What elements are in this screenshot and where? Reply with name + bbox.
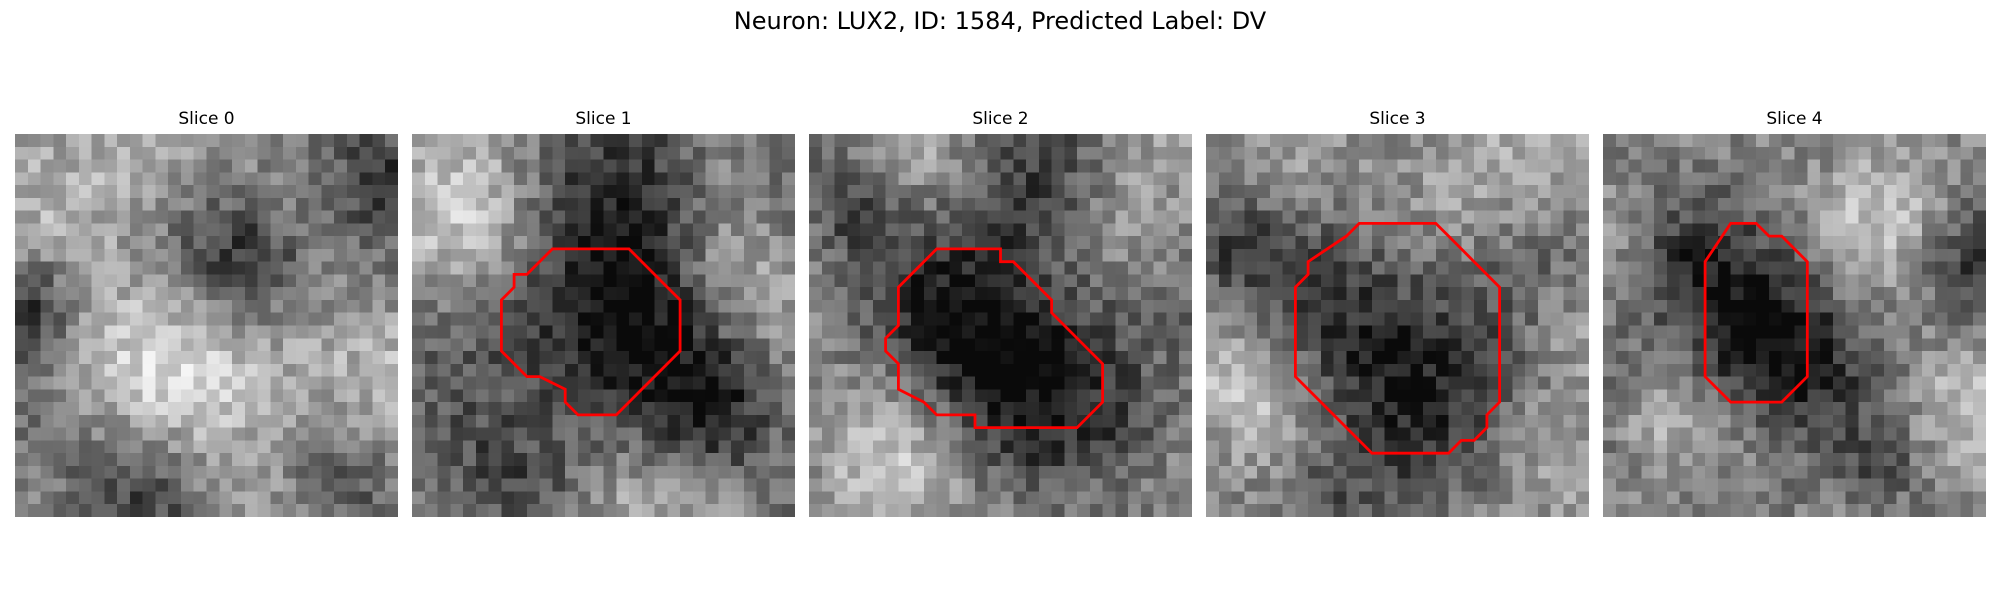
panel-title-slice-4: Slice 4	[1766, 109, 1823, 129]
neuron-contour	[500, 247, 682, 417]
figure-title: Neuron: LUX2, ID: 1584, Predicted Label:…	[733, 7, 1267, 35]
panel-title-slice-3: Slice 3	[1369, 109, 1426, 129]
slice-2-image	[809, 134, 1192, 517]
pixel-grid	[1206, 134, 1589, 517]
slice-1-image	[412, 134, 795, 517]
pixel-grid	[412, 134, 795, 517]
neuron-contour	[1703, 222, 1809, 404]
panel-title-slice-2: Slice 2	[972, 109, 1029, 129]
panel-title-slice-0: Slice 0	[178, 109, 235, 129]
contour-outline	[500, 247, 682, 417]
slice-4-image	[1603, 134, 1986, 517]
panel-title-slice-1: Slice 1	[575, 109, 632, 129]
contour-outline	[1703, 222, 1809, 404]
contour-outline	[1294, 222, 1502, 455]
contour-outline	[884, 247, 1105, 430]
pixel-grid	[1603, 134, 1986, 517]
slice-3-image	[1206, 134, 1589, 517]
neuron-contour	[884, 247, 1105, 430]
slice-0-image	[15, 134, 398, 517]
pixel-grid	[809, 134, 1192, 517]
neuron-contour	[1294, 222, 1502, 455]
pixel-grid	[15, 134, 398, 517]
